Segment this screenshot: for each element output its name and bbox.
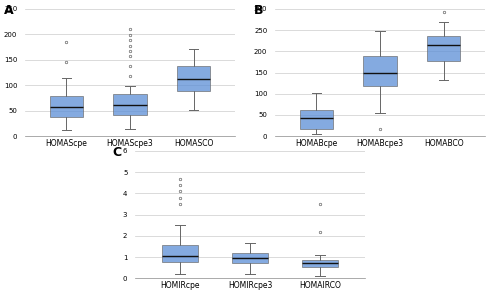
Bar	[50, 96, 83, 117]
Bar	[232, 253, 268, 263]
Bar	[114, 94, 146, 115]
Bar	[427, 36, 460, 61]
Bar	[300, 110, 333, 128]
Bar	[177, 66, 210, 91]
Bar	[302, 260, 338, 267]
Text: A: A	[4, 4, 14, 17]
Text: C: C	[112, 146, 121, 159]
Bar	[162, 245, 198, 262]
Bar	[364, 57, 396, 86]
Text: B: B	[254, 4, 264, 17]
